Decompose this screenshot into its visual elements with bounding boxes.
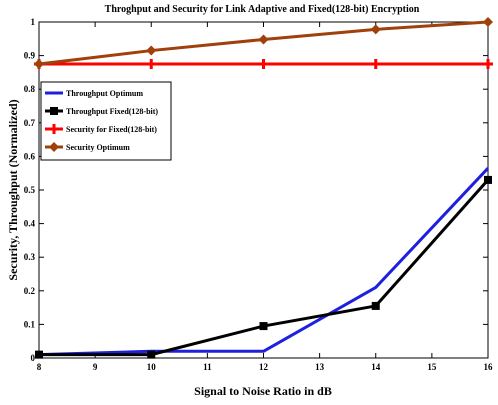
y-tick-label: 0.3 <box>24 252 36 262</box>
y-tick-label: 0.6 <box>24 151 36 161</box>
y-tick-label: 1 <box>31 17 36 27</box>
y-axis-ticks: 0 0.1 0.2 0.3 0.4 0.5 0.6 0.7 0.8 0.9 1 <box>24 17 488 363</box>
series-group <box>34 17 493 359</box>
x-tick-label: 16 <box>484 362 494 372</box>
x-tick-label: 11 <box>203 362 212 372</box>
y-tick-label: 0.9 <box>24 51 36 61</box>
data-point <box>484 175 492 184</box>
data-point <box>34 59 44 69</box>
y-tick-label: 0 <box>31 353 36 363</box>
legend-entry: Security for Fixed(128-bit) <box>45 124 157 134</box>
y-tick-label: 0.8 <box>24 84 36 94</box>
x-tick-label: 13 <box>315 362 325 372</box>
series-line-0 <box>38 167 490 357</box>
data-point <box>258 59 269 69</box>
series-0 <box>38 167 490 357</box>
x-tick-label: 15 <box>427 362 437 372</box>
y-tick-label: 0.1 <box>24 319 36 329</box>
legend: Throughput Optimum Throughput Fixed(128-b… <box>40 81 172 161</box>
legend-entry: Throughput Fixed(128-bit) <box>45 107 158 116</box>
data-point <box>483 17 493 27</box>
legend-label: Security Optimum <box>66 143 130 152</box>
x-tick-label: 9 <box>93 362 98 372</box>
chart-title: Throghput and Security for Link Adaptive… <box>105 4 420 15</box>
legend-label: Throughput Fixed(128-bit) <box>66 107 158 116</box>
x-tick-label: 10 <box>147 362 157 372</box>
data-point <box>483 59 493 69</box>
x-tick-label: 8 <box>37 362 42 372</box>
legend-marker <box>49 142 59 152</box>
data-point <box>371 301 380 310</box>
data-point <box>146 59 157 69</box>
y-tick-label: 0.5 <box>24 185 36 195</box>
data-point <box>258 34 269 45</box>
x-axis-label: Signal to Noise Ratio in dB <box>194 384 332 398</box>
data-point <box>35 350 43 359</box>
data-point <box>370 24 381 35</box>
series-1 <box>35 175 492 359</box>
y-tick-label: 0.7 <box>24 118 36 128</box>
plot-area <box>38 21 489 359</box>
y-tick-label: 0.2 <box>24 286 36 296</box>
legend-label: Security for Fixed(128-bit) <box>66 125 157 134</box>
legend-label: Throughput Optimum <box>66 89 143 98</box>
legend-entry: Throughput Optimum <box>45 89 143 98</box>
legend-marker <box>50 107 58 115</box>
data-point <box>259 322 268 331</box>
data-point <box>370 59 381 69</box>
series-2 <box>34 59 493 69</box>
y-tick-label: 0.4 <box>24 219 36 229</box>
data-point <box>146 45 157 56</box>
series-3 <box>34 17 493 69</box>
legend-marker <box>49 124 59 134</box>
legend-entry: Security Optimum <box>45 142 130 152</box>
y-axis-label: Security, Throughput (Normalized) <box>6 99 20 280</box>
data-point <box>147 350 156 359</box>
x-tick-label: 12 <box>259 362 269 372</box>
x-tick-label: 14 <box>371 362 381 372</box>
